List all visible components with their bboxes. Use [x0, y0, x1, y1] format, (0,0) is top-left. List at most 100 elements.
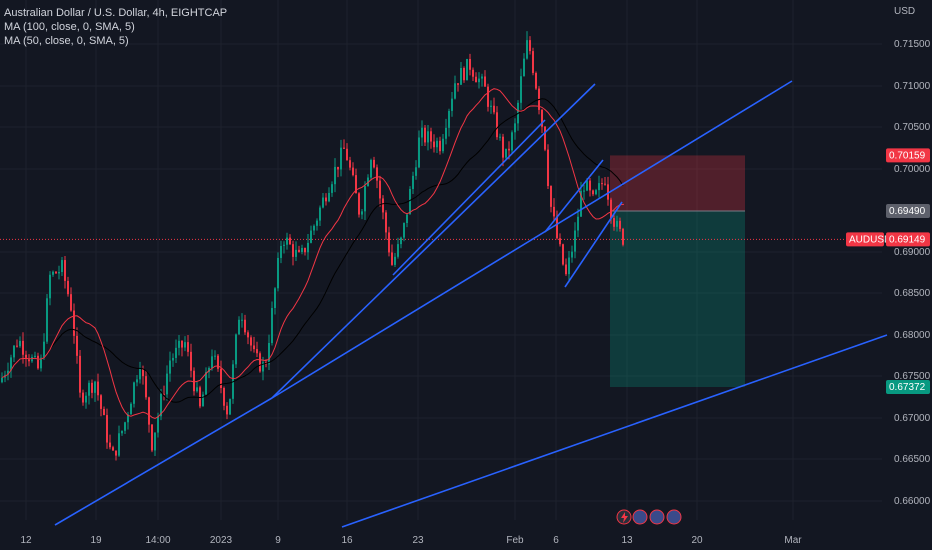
candle-down [244, 319, 246, 333]
candle-up [571, 251, 573, 258]
price-badge-value: 0.69490 [889, 206, 926, 217]
candle-up [160, 393, 162, 417]
candle-up [409, 188, 411, 215]
price-tick-label: 0.68000 [894, 330, 931, 341]
candle-down [469, 58, 471, 70]
candle-up [274, 288, 276, 309]
ma100-legend[interactable]: MA (100, close, 0, SMA, 5) [4, 21, 135, 33]
time-tick-label: Mar [784, 535, 802, 546]
candle-down [391, 252, 393, 265]
candle-down [115, 450, 117, 456]
candle-down [112, 447, 114, 451]
candle-up [490, 105, 492, 107]
time-tick-label: 14:00 [145, 535, 170, 546]
candle-down [148, 397, 150, 425]
candle-down [382, 198, 384, 213]
candle-up [331, 184, 333, 193]
candle-down [541, 109, 543, 127]
candle-down [475, 76, 477, 83]
candle-up [505, 148, 507, 158]
candle-up [61, 260, 63, 273]
time-axis[interactable]: 12 19 14:00 2023 9 16 23 Feb 6 13 20 Mar [20, 535, 802, 546]
short-position-tool[interactable] [610, 155, 745, 387]
candle-up [58, 272, 60, 274]
trendlines[interactable] [54, 80, 888, 528]
candle-up [361, 211, 363, 215]
candle-up [118, 433, 120, 456]
price-tick-label: 0.67000 [894, 413, 931, 424]
candle-down [439, 140, 441, 152]
candle-down [106, 415, 108, 443]
candle-down [223, 388, 225, 406]
candle-down [76, 335, 78, 356]
ma50-legend[interactable]: MA (50, close, 0, SMA, 5) [4, 35, 129, 47]
candle-up [136, 379, 138, 383]
price-tick-label: 0.67500 [894, 371, 931, 382]
ma100-line [1, 98, 624, 403]
candle-down [544, 126, 546, 150]
take-profit-zone [610, 211, 745, 387]
candle-down [463, 68, 465, 81]
price-badge [886, 379, 930, 394]
candle-up [394, 256, 396, 265]
candle-down [70, 294, 72, 311]
candle-up [286, 237, 288, 245]
moving-averages [0, 88, 882, 419]
candle-down [256, 349, 258, 354]
candle-up [130, 403, 132, 415]
candle-down [532, 51, 534, 73]
us-flag-icon [666, 509, 682, 525]
candle-up [427, 131, 429, 143]
candle-down [493, 105, 495, 113]
time-tick-label: 16 [341, 535, 353, 546]
candle-down [352, 167, 354, 176]
candle-down [253, 345, 255, 350]
candle-up [295, 249, 297, 257]
economic-events[interactable] [616, 509, 682, 525]
candle-down [592, 190, 594, 195]
candle-up [310, 230, 312, 243]
price-badge [886, 148, 930, 163]
candle-down [607, 184, 609, 200]
candle-up [340, 147, 342, 170]
candle-up [277, 257, 279, 289]
candle-down [217, 355, 219, 369]
candle-up [127, 414, 129, 423]
candle-up [241, 319, 243, 321]
candle-up [214, 355, 216, 357]
candle-up [412, 175, 414, 189]
candle-up [322, 197, 324, 208]
candle-down [484, 76, 486, 87]
candle-up [124, 422, 126, 431]
time-tick-label: 19 [90, 535, 102, 546]
candle-up [175, 347, 177, 358]
candle-up [478, 78, 480, 83]
candle-up [400, 237, 402, 245]
candle-up [49, 274, 51, 299]
candle-up [40, 357, 42, 369]
symbol-badge-label: AUDUSD [849, 234, 891, 245]
candle-up [598, 183, 600, 191]
candle-up [157, 416, 159, 433]
candle-up [454, 83, 456, 99]
candle-up [436, 140, 438, 148]
candle-down [142, 368, 144, 377]
candle-down [373, 159, 375, 168]
trendline [341, 334, 888, 528]
symbol-title[interactable]: Australian Dollar / U.S. Dollar, 4h, EIG… [4, 7, 228, 19]
candle-down [145, 376, 147, 398]
candle-up [169, 360, 171, 374]
candle-up [262, 362, 264, 372]
candle-up [448, 110, 450, 128]
candle-down [589, 180, 591, 191]
candle-up [313, 225, 315, 231]
candle-up [316, 220, 318, 226]
candle-up [511, 132, 513, 151]
candle-up [280, 245, 282, 258]
price-axis[interactable]: USD 0.71500 0.71000 0.70500 0.70000 0.69000 0.… [894, 6, 931, 507]
us-flag-icon [649, 509, 665, 525]
candle-down [28, 357, 30, 362]
